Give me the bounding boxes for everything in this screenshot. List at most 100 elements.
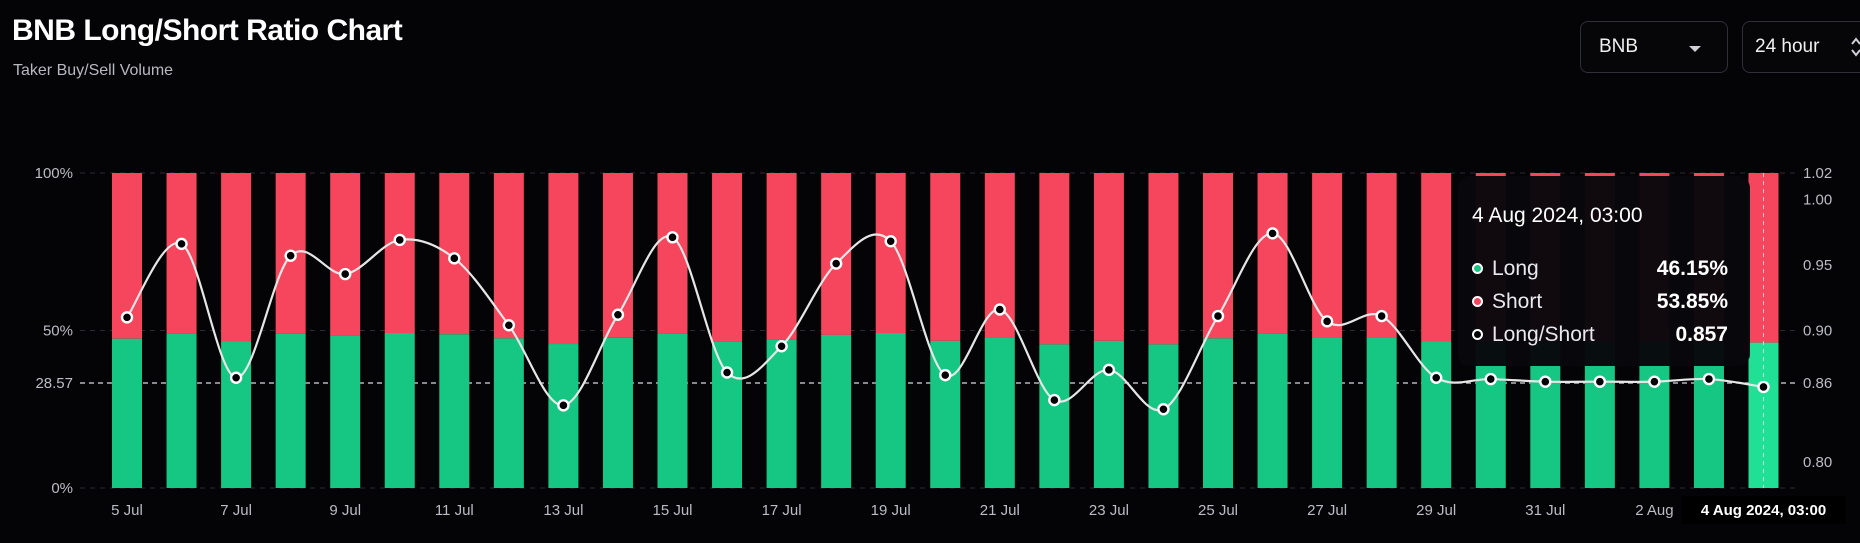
- ratio-point: [1211, 309, 1225, 323]
- long-bar: [657, 333, 688, 488]
- ratio-point: [1375, 309, 1388, 323]
- short-bar: [1421, 173, 1452, 342]
- long-bar: [1312, 337, 1343, 488]
- ratio-point: [611, 308, 625, 321]
- x-tick-label: 19 Jul: [871, 502, 911, 519]
- short-bar: [875, 173, 906, 334]
- tooltip-value: 46.15%: [1656, 256, 1728, 280]
- short-bar: [1748, 173, 1779, 343]
- ratio-point: [229, 371, 243, 384]
- ratio-point: [720, 366, 734, 379]
- long-bar: [1039, 344, 1070, 488]
- coin-select-value: BNB: [1599, 36, 1639, 57]
- long-bar: [166, 333, 197, 488]
- long-bar: [1093, 340, 1124, 488]
- ratio-point: [1648, 375, 1661, 388]
- x-highlight-label: 4 Aug 2024, 03:00: [1701, 502, 1826, 519]
- ratio-point: [393, 233, 406, 247]
- long-bar: [930, 340, 961, 488]
- long-bar: [821, 334, 852, 488]
- short-bar: [221, 173, 252, 342]
- tooltip-row-ratio: Long/Short 0.857: [1472, 318, 1728, 351]
- y-right-tick-label: 1.02: [1803, 165, 1832, 182]
- long-bar: [984, 337, 1015, 488]
- ratio-point: [666, 231, 679, 244]
- tooltip-label: Long/Short: [1492, 322, 1595, 346]
- tooltip-value: 0.857: [1675, 322, 1728, 346]
- page-title: BNB Long/Short Ratio Chart: [12, 14, 403, 47]
- long-bar: [1693, 342, 1724, 488]
- long-short-chart[interactable]: 100% 50% 28.57 0% 1.02 1.00 0.95 0.90 0.86 0.80 5 …: [0, 140, 1860, 543]
- x-tick-label: 2 Aug: [1635, 502, 1673, 519]
- ratio-point: [1266, 227, 1279, 240]
- y-right-tick-label: 0.90: [1803, 323, 1832, 340]
- x-tick-label: 21 Jul: [980, 502, 1020, 519]
- ratio-point: [1320, 315, 1334, 328]
- ratio-point: [1757, 380, 1770, 394]
- long-bar: [439, 334, 470, 488]
- long-bar: [112, 338, 142, 488]
- x-tick-label: 11 Jul: [435, 502, 474, 519]
- long-bar: [1639, 342, 1670, 488]
- short-bar: [1312, 173, 1343, 338]
- ratio-dot-icon: [1472, 329, 1483, 340]
- short-bar: [766, 173, 797, 340]
- page-subtitle: Taker Buy/Sell Volume: [13, 62, 174, 79]
- x-tick-label: 15 Jul: [652, 502, 692, 519]
- tooltip-row-long: Long 46.15%: [1472, 252, 1728, 285]
- ratio-point: [829, 257, 843, 270]
- long-bar: [330, 335, 361, 488]
- short-bar: [112, 173, 142, 339]
- ratio-point: [175, 237, 188, 251]
- long-bar: [275, 333, 306, 488]
- coin-select[interactable]: BNB: [1580, 21, 1728, 73]
- long-bar: [548, 344, 579, 488]
- ratio-point: [1484, 372, 1497, 386]
- short-bar: [384, 173, 415, 334]
- long-bar: [875, 333, 906, 488]
- ratio-point: [1102, 363, 1116, 377]
- short-bar: [1039, 173, 1070, 345]
- short-bar: [166, 173, 197, 334]
- ratio-point: [993, 303, 1006, 316]
- short-bar: [712, 173, 743, 342]
- long-bar: [384, 333, 415, 488]
- y-left-tick-label: 28.57: [35, 375, 73, 392]
- ratio-point: [284, 249, 297, 262]
- ratio-point: [939, 368, 952, 382]
- short-bar: [330, 173, 361, 336]
- short-bar: [548, 173, 579, 345]
- long-bar: [1257, 333, 1288, 488]
- tooltip-row-short: Short 53.85%: [1472, 285, 1728, 318]
- short-bar: [493, 173, 524, 339]
- x-tick-label: 29 Jul: [1416, 502, 1456, 519]
- short-dot-icon: [1472, 296, 1483, 307]
- chart-tooltip: 4 Aug 2024, 03:00 Long 46.15% Short 53.8…: [1458, 176, 1750, 366]
- tooltip-label: Short: [1492, 289, 1543, 313]
- interval-select[interactable]: 24 hour: [1742, 21, 1860, 73]
- ratio-point: [502, 319, 516, 332]
- long-bar: [1203, 338, 1233, 488]
- x-tick-label: 25 Jul: [1198, 502, 1238, 519]
- short-bar: [1257, 173, 1288, 334]
- ratio-point: [120, 311, 134, 324]
- ratio-point: [775, 340, 788, 353]
- x-tick-label: 9 Jul: [329, 502, 361, 519]
- tooltip-label: Long: [1492, 256, 1539, 280]
- x-tick-label: 31 Jul: [1525, 502, 1565, 519]
- ratio-point: [1157, 403, 1170, 416]
- y-right-tick-label: 0.95: [1803, 257, 1832, 274]
- ratio-point: [884, 235, 897, 248]
- ratio-point: [1593, 375, 1607, 388]
- ratio-point: [339, 267, 352, 281]
- tooltip-date: 4 Aug 2024, 03:00: [1472, 204, 1643, 227]
- long-bar: [1148, 344, 1179, 488]
- x-tick-label: 5 Jul: [111, 502, 143, 519]
- ratio-point: [557, 399, 570, 412]
- short-bar: [930, 173, 961, 341]
- x-tick-label: 13 Jul: [543, 502, 583, 519]
- short-bar: [1148, 173, 1179, 345]
- x-tick-label: 7 Jul: [220, 502, 252, 519]
- long-bar: [1530, 342, 1561, 488]
- long-bar: [1475, 342, 1506, 488]
